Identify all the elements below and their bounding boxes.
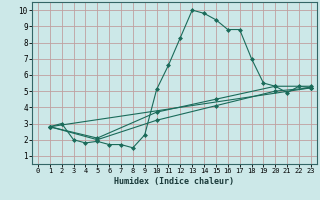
X-axis label: Humidex (Indice chaleur): Humidex (Indice chaleur) [115, 177, 234, 186]
